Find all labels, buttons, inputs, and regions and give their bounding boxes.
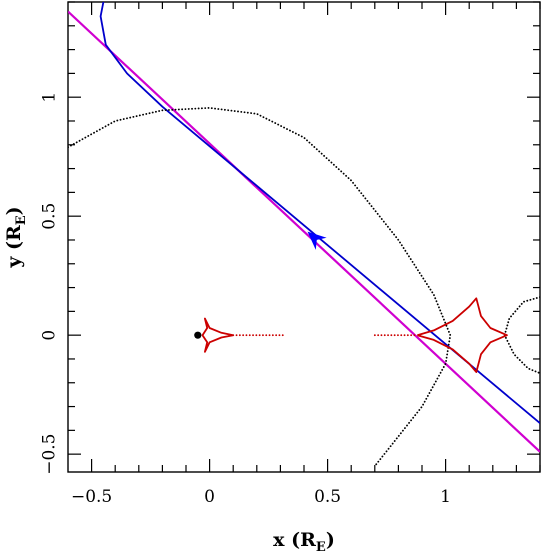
- plot-frame: [67, 1, 541, 473]
- straight-trajectory: [68, 10, 540, 453]
- trajectory-curve: [99, 2, 540, 424]
- x-tick-label: 1: [440, 487, 451, 507]
- caustic-curve: [201, 317, 234, 353]
- x-tick-label: 0.5: [314, 487, 341, 507]
- y-tick-label: 1: [40, 92, 60, 103]
- direction-arrow: [307, 231, 327, 250]
- y-axis-title: y (RE): [3, 206, 29, 268]
- dotted-curve: [503, 296, 540, 375]
- y-tick-label: −0.5: [40, 434, 60, 475]
- y-tick-label: 0.5: [40, 203, 60, 230]
- dotted-curve: [68, 107, 452, 467]
- x-tick-label: 0: [204, 487, 215, 507]
- caustic-curve: [417, 297, 508, 373]
- x-tick-label: −0.5: [71, 487, 112, 507]
- y-tick-label: 0: [40, 330, 60, 341]
- earth-marker: [194, 331, 202, 339]
- x-axis-title: x (RE): [273, 529, 335, 555]
